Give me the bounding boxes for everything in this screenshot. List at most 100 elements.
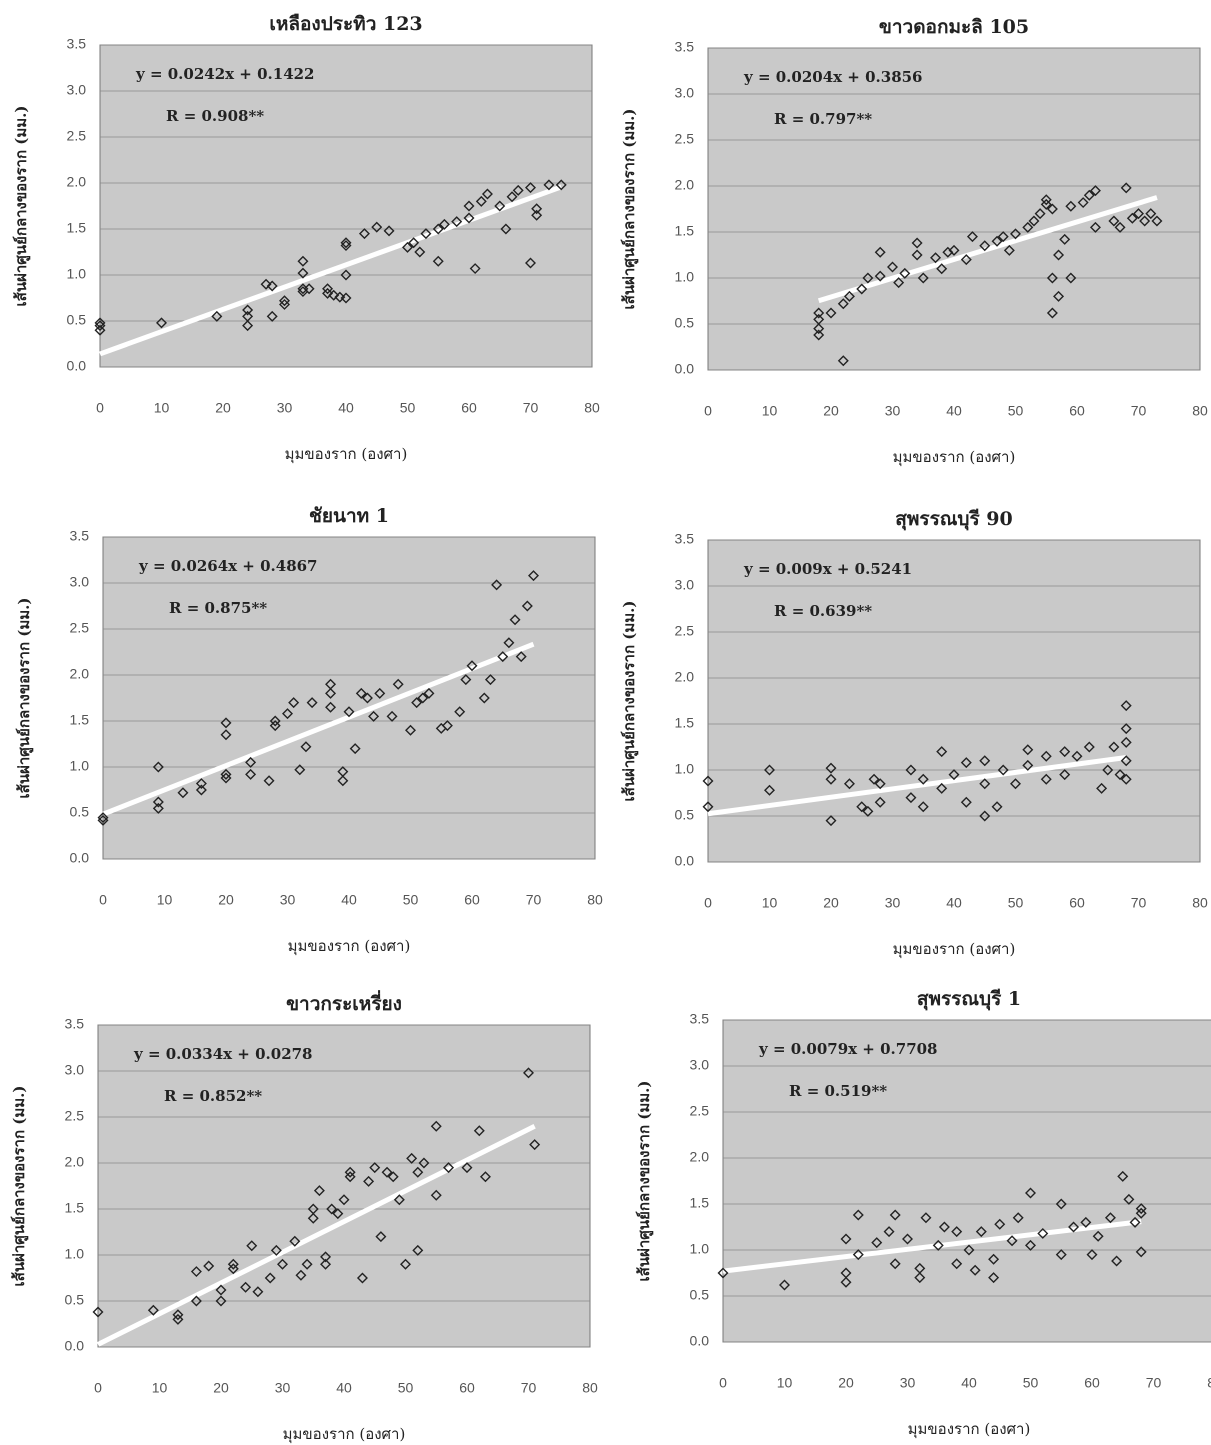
chart-title: ขาวกระเหรี่ยง bbox=[286, 990, 402, 1015]
y-tick-label: 0.0 bbox=[675, 361, 695, 377]
y-tick-label: 0.0 bbox=[67, 358, 87, 374]
y-tick-label: 2.0 bbox=[675, 669, 695, 685]
x-tick-label: 30 bbox=[885, 895, 901, 911]
chart-title: สุพรรณบุรี 1 bbox=[917, 988, 1021, 1011]
x-tick-label: 10 bbox=[762, 403, 778, 419]
equation: y = 0.0204x + 0.3856 bbox=[743, 68, 923, 86]
y-tick-label: 0.0 bbox=[65, 1338, 85, 1354]
y-tick-label: 2.0 bbox=[65, 1154, 85, 1170]
y-tick-label: 2.5 bbox=[70, 620, 90, 636]
x-tick-label: 70 bbox=[521, 1380, 537, 1396]
x-tick-label: 70 bbox=[526, 892, 542, 908]
x-tick-label: 10 bbox=[154, 400, 170, 416]
y-tick-label: 0.5 bbox=[690, 1287, 710, 1303]
x-tick-label: 80 bbox=[1192, 403, 1208, 419]
x-tick-label: 40 bbox=[946, 403, 962, 419]
y-axis-label: เส้นผ่าศูนย์กลางของราก (มม.) bbox=[12, 106, 31, 307]
page: {"chart_data": [ {"type": "scatter", "ti… bbox=[0, 0, 1211, 1445]
x-tick-label: 80 bbox=[587, 892, 603, 908]
y-tick-label: 1.0 bbox=[675, 761, 695, 777]
y-axis-label: เส้นผ่าศูนย์กลางของราก (มม.) bbox=[620, 601, 639, 802]
y-tick-label: 0.0 bbox=[690, 1333, 710, 1349]
x-tick-label: 40 bbox=[961, 1375, 977, 1391]
r-value: R = 0.852** bbox=[164, 1087, 262, 1105]
x-tick-label: 80 bbox=[584, 400, 600, 416]
scatter-chart: ชัยนาท 10.00.51.01.52.02.53.03.501020304… bbox=[15, 505, 603, 956]
y-tick-label: 2.5 bbox=[675, 131, 695, 147]
y-tick-label: 2.0 bbox=[67, 174, 87, 190]
y-axis-label: เส้นผ่าศูนย์กลางของราก (มม.) bbox=[620, 109, 639, 310]
scatter-chart: ขาวดอกมะลิ 1050.00.51.01.52.02.53.03.501… bbox=[620, 16, 1208, 467]
x-axis-label: มุมของราก (องศา) bbox=[893, 940, 1016, 959]
y-tick-label: 2.5 bbox=[690, 1103, 710, 1119]
y-tick-label: 3.5 bbox=[70, 528, 90, 544]
y-tick-label: 3.5 bbox=[675, 39, 695, 55]
y-tick-label: 1.0 bbox=[690, 1241, 710, 1257]
x-tick-label: 50 bbox=[400, 400, 416, 416]
x-tick-label: 40 bbox=[341, 892, 357, 908]
y-tick-label: 2.5 bbox=[675, 623, 695, 639]
x-tick-label: 50 bbox=[398, 1380, 414, 1396]
y-tick-label: 1.0 bbox=[65, 1246, 85, 1262]
y-tick-label: 1.5 bbox=[65, 1200, 85, 1216]
chart-title: เหลืองประทิว 123 bbox=[269, 13, 422, 35]
y-tick-label: 3.5 bbox=[690, 1011, 710, 1027]
plot-area bbox=[100, 45, 592, 367]
x-tick-label: 50 bbox=[1008, 403, 1024, 419]
x-axis-label: มุมของราก (องศา) bbox=[285, 445, 408, 464]
y-tick-label: 3.0 bbox=[70, 574, 90, 590]
x-tick-label: 10 bbox=[762, 895, 778, 911]
y-axis-label: เส้นผ่าศูนย์กลางของราก (มม.) bbox=[15, 598, 34, 799]
x-tick-label: 0 bbox=[704, 403, 712, 419]
r-value: R = 0.639** bbox=[774, 602, 872, 620]
x-tick-label: 30 bbox=[280, 892, 296, 908]
y-tick-label: 3.0 bbox=[675, 577, 695, 593]
y-tick-label: 1.5 bbox=[675, 223, 695, 239]
scatter-chart: ขาวกระเหรี่ยง0.00.51.01.52.02.53.03.5010… bbox=[10, 990, 598, 1444]
y-tick-label: 3.0 bbox=[675, 85, 695, 101]
x-tick-label: 50 bbox=[403, 892, 419, 908]
x-tick-label: 60 bbox=[464, 892, 480, 908]
y-tick-label: 0.5 bbox=[675, 315, 695, 331]
plot-area bbox=[723, 1020, 1211, 1342]
y-tick-label: 3.5 bbox=[67, 36, 87, 52]
x-tick-label: 40 bbox=[946, 895, 962, 911]
y-tick-label: 0.0 bbox=[70, 850, 90, 866]
r-value: R = 0.875** bbox=[169, 599, 267, 617]
y-tick-label: 1.0 bbox=[67, 266, 87, 282]
y-tick-label: 3.0 bbox=[690, 1057, 710, 1073]
y-tick-label: 2.0 bbox=[675, 177, 695, 193]
x-tick-label: 10 bbox=[777, 1375, 793, 1391]
x-tick-label: 70 bbox=[523, 400, 539, 416]
chart-title: สุพรรณบุรี 90 bbox=[895, 508, 1012, 531]
x-axis-label: มุมของราก (องศา) bbox=[908, 1420, 1031, 1439]
chart-title: ขาวดอกมะลิ 105 bbox=[879, 16, 1029, 38]
x-tick-label: 60 bbox=[1084, 1375, 1100, 1391]
x-tick-label: 60 bbox=[1069, 895, 1085, 911]
x-tick-label: 70 bbox=[1131, 895, 1147, 911]
x-tick-label: 60 bbox=[1069, 403, 1085, 419]
scatter-chart: สุพรรณบุรี 10.00.51.01.52.02.53.03.50102… bbox=[635, 988, 1211, 1439]
y-tick-label: 2.0 bbox=[690, 1149, 710, 1165]
x-tick-label: 60 bbox=[459, 1380, 475, 1396]
y-tick-label: 0.5 bbox=[67, 312, 87, 328]
y-tick-label: 3.0 bbox=[67, 82, 87, 98]
x-tick-label: 0 bbox=[96, 400, 104, 416]
y-tick-label: 0.0 bbox=[675, 853, 695, 869]
x-tick-label: 30 bbox=[275, 1380, 291, 1396]
y-tick-label: 1.5 bbox=[690, 1195, 710, 1211]
y-tick-label: 0.5 bbox=[675, 807, 695, 823]
x-tick-label: 10 bbox=[152, 1380, 168, 1396]
x-tick-label: 20 bbox=[823, 895, 839, 911]
x-tick-label: 80 bbox=[582, 1380, 598, 1396]
x-tick-label: 0 bbox=[94, 1380, 102, 1396]
equation: y = 0.0334x + 0.0278 bbox=[133, 1045, 313, 1063]
y-axis-label: เส้นผ่าศูนย์กลางของราก (มม.) bbox=[10, 1086, 29, 1287]
y-axis-label: เส้นผ่าศูนย์กลางของราก (มม.) bbox=[635, 1081, 654, 1282]
x-tick-label: 0 bbox=[704, 895, 712, 911]
y-tick-label: 1.5 bbox=[67, 220, 87, 236]
scatter-chart: สุพรรณบุรี 900.00.51.01.52.02.53.03.5010… bbox=[620, 508, 1208, 959]
y-tick-label: 3.5 bbox=[65, 1016, 85, 1032]
x-tick-label: 20 bbox=[823, 403, 839, 419]
x-tick-label: 20 bbox=[218, 892, 234, 908]
